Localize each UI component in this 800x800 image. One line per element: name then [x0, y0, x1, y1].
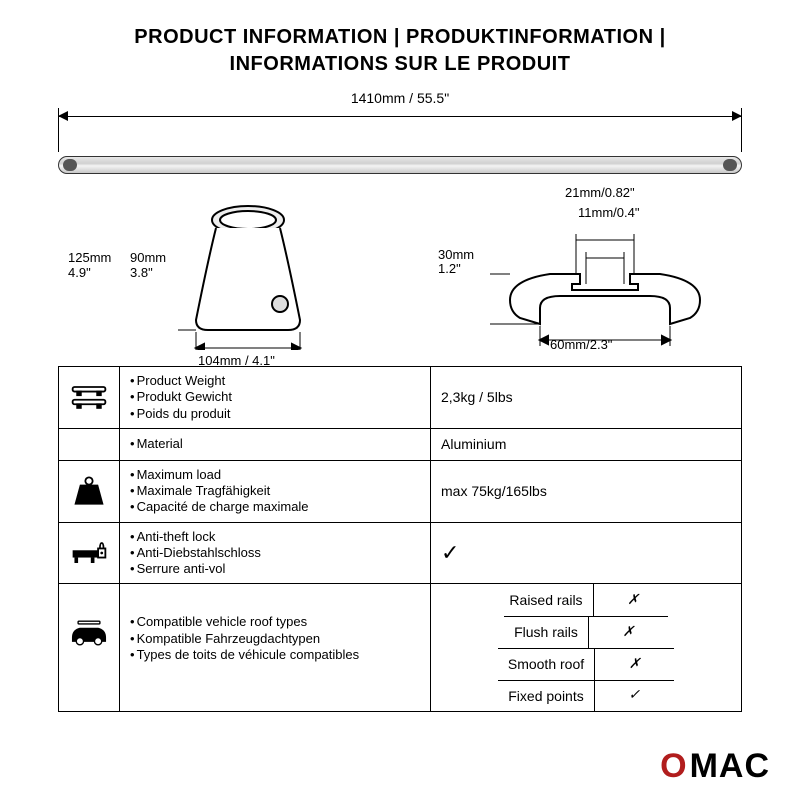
- technical-drawings: 125mm 4.9" 90mm 3.8" 104mm / 4.1": [48, 190, 752, 360]
- compat-row: Smooth roof ✗: [498, 648, 674, 680]
- page-title: PRODUCT INFORMATION | PRODUKTINFORMATION…: [48, 24, 752, 78]
- profile-base-width: 60mm/2.3": [550, 338, 612, 352]
- foot-inner-height: 90mm 3.8": [130, 251, 166, 280]
- compat-subtable: Raised rails ✗ Flush rails ✗ Smooth roof…: [430, 584, 741, 711]
- lock-icon: [59, 523, 119, 584]
- lock-labels: Anti-theft lock Anti-Diebstahlschloss Se…: [119, 523, 430, 584]
- top-dimension-label: 1410mm / 55.5": [351, 90, 449, 106]
- bars-icon: [59, 367, 119, 428]
- title-line-1: PRODUCT INFORMATION | PRODUKTINFORMATION…: [48, 24, 752, 51]
- brand-o: O: [660, 747, 687, 786]
- brand-text: MAC: [690, 747, 770, 786]
- compat-row: Fixed points ✓: [498, 680, 673, 712]
- load-value: max 75kg/165lbs: [430, 461, 741, 522]
- foot-outer-height: 125mm 4.9": [68, 251, 111, 280]
- spec-row-material: Material Aluminium: [59, 428, 741, 460]
- weight-icon: [59, 461, 119, 522]
- top-dimension: 1410mm / 55.5": [58, 90, 742, 150]
- spec-row-lock: Anti-theft lock Anti-Diebstahlschloss Se…: [59, 522, 741, 584]
- material-value: Aluminium: [430, 429, 741, 460]
- profile-svg: [490, 230, 720, 350]
- profile-drawing: 21mm/0.82" 11mm/0.4" 30mm 1.2" 60mm/2.3": [430, 190, 732, 350]
- spec-row-compat: Compatible vehicle roof types Kompatible…: [59, 583, 741, 711]
- compat-row: Raised rails ✗: [499, 584, 672, 616]
- material-label: Material: [119, 429, 430, 460]
- weight-labels: Product Weight Produkt Gewicht Poids du …: [119, 367, 430, 428]
- profile-height: 30mm 1.2": [438, 248, 474, 277]
- spec-table: Product Weight Produkt Gewicht Poids du …: [58, 366, 742, 712]
- profile-slot-width: 21mm/0.82": [565, 186, 635, 200]
- crossbar-drawing: [58, 156, 742, 174]
- title-line-2: INFORMATIONS SUR LE PRODUIT: [48, 51, 752, 78]
- compat-labels: Compatible vehicle roof types Kompatible…: [119, 584, 430, 711]
- profile-slot-inner: 11mm/0.4": [578, 206, 639, 220]
- brand-logo: OMAC: [660, 747, 770, 786]
- compat-row: Flush rails ✗: [504, 616, 668, 648]
- foot-drawing: 125mm 4.9" 90mm 3.8" 104mm / 4.1": [68, 190, 370, 350]
- car-icon: [59, 584, 119, 711]
- spec-row-weight: Product Weight Produkt Gewicht Poids du …: [59, 367, 741, 428]
- foot-svg: [178, 200, 318, 350]
- weight-value: 2,3kg / 5lbs: [430, 367, 741, 428]
- load-labels: Maximum load Maximale Tragfähigkeit Capa…: [119, 461, 430, 522]
- lock-value: ✓: [430, 523, 741, 584]
- foot-base-width: 104mm / 4.1": [198, 354, 275, 368]
- spec-row-load: Maximum load Maximale Tragfähigkeit Capa…: [59, 460, 741, 522]
